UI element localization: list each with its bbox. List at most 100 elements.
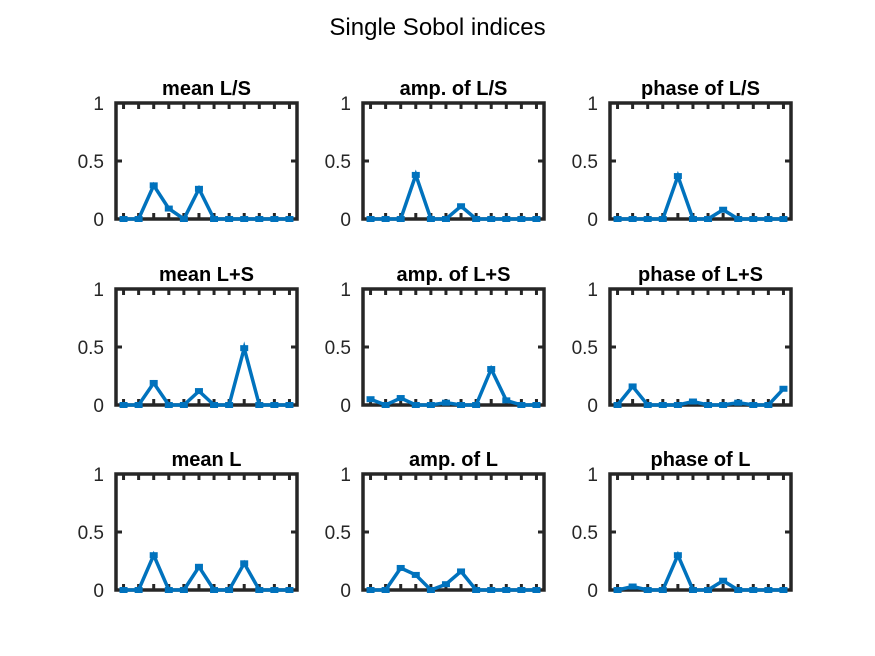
series-line — [123, 341, 290, 407]
y-tick-label: 0 — [340, 396, 351, 417]
data-point — [194, 388, 203, 395]
data-point — [764, 587, 773, 593]
data-point — [285, 402, 294, 408]
y-tick-label: 0.5 — [325, 338, 351, 359]
y-tick-label: 0 — [340, 581, 351, 602]
data-point — [240, 216, 249, 222]
y-tick-label: 0 — [340, 210, 351, 231]
data-point — [164, 587, 173, 593]
series-line — [369, 364, 537, 407]
data-point — [179, 402, 188, 408]
data-point — [441, 581, 450, 588]
data-point — [779, 216, 788, 222]
y-tick-label: 0.5 — [78, 338, 104, 359]
data-point — [673, 173, 682, 180]
data-point — [225, 587, 234, 593]
y-tick-label: 0.5 — [572, 152, 598, 173]
data-point — [396, 216, 405, 222]
subplot-title: mean L/S — [162, 78, 251, 100]
data-point — [719, 402, 728, 408]
data-point — [532, 587, 541, 593]
y-tick-label: 1 — [587, 94, 598, 115]
data-point — [210, 402, 219, 408]
data-point — [613, 402, 622, 408]
subplot-5: amp. of L+S 0 0.5 1 — [325, 264, 546, 417]
data-point — [457, 402, 466, 408]
data-point — [381, 587, 390, 593]
data-point — [396, 564, 405, 571]
data-point — [704, 587, 713, 593]
subplot-9: phase of L 0 0.5 1 — [572, 449, 793, 602]
data-point — [396, 395, 405, 402]
data-point — [734, 216, 743, 222]
subplot-title: phase of L+S — [638, 264, 763, 286]
y-tick-label: 1 — [587, 465, 598, 486]
data-point — [673, 402, 682, 408]
data-point — [134, 587, 143, 593]
data-point — [749, 402, 758, 408]
y-tick-label: 1 — [340, 465, 351, 486]
y-tick-label: 0 — [93, 396, 104, 417]
y-tick-label: 0 — [587, 210, 598, 231]
data-point — [628, 583, 637, 590]
data-point — [285, 216, 294, 222]
data-point — [426, 216, 435, 222]
data-point — [225, 216, 234, 222]
data-point — [426, 587, 435, 593]
data-point — [225, 402, 234, 408]
data-point — [411, 402, 420, 408]
data-point — [734, 587, 743, 593]
data-point — [688, 216, 697, 222]
subplot-title: amp. of L — [409, 449, 498, 471]
data-point — [764, 402, 773, 408]
subplot-title: amp. of L+S — [397, 264, 511, 286]
data-point — [194, 563, 203, 570]
data-point — [734, 399, 743, 406]
data-point — [502, 397, 511, 404]
data-point — [381, 216, 390, 222]
series-line — [123, 550, 290, 592]
data-point — [255, 587, 264, 593]
data-point — [472, 216, 481, 222]
data-point — [411, 171, 420, 178]
y-tick-label: 1 — [93, 465, 104, 486]
data-point — [411, 571, 420, 578]
data-point — [240, 560, 249, 567]
y-tick-label: 0.5 — [78, 523, 104, 544]
data-point — [119, 402, 128, 408]
subplot-title: amp. of L/S — [400, 78, 508, 100]
data-point — [441, 399, 450, 406]
data-point — [487, 587, 496, 593]
axes-box — [114, 287, 299, 407]
data-point — [643, 587, 652, 593]
data-point — [285, 587, 294, 593]
subplot-1: mean L/S 0 0.5 1 — [78, 78, 299, 231]
data-point — [134, 216, 143, 222]
data-point — [164, 402, 173, 408]
data-point — [613, 216, 622, 222]
y-tick-label: 0 — [93, 210, 104, 231]
data-point — [366, 587, 375, 593]
series-line — [123, 181, 290, 222]
data-point — [472, 402, 481, 408]
y-tick-label: 0 — [587, 581, 598, 602]
data-point — [719, 577, 728, 584]
data-point — [502, 587, 511, 593]
axes-box — [114, 472, 299, 592]
y-tick-label: 0.5 — [325, 152, 351, 173]
data-point — [366, 216, 375, 222]
subplot-2: amp. of L/S 0 0.5 1 — [325, 78, 546, 231]
data-point — [457, 203, 466, 210]
data-point — [381, 402, 390, 408]
y-tick-label: 0 — [587, 396, 598, 417]
data-point — [179, 216, 188, 222]
y-tick-label: 1 — [587, 280, 598, 301]
data-point — [628, 383, 637, 390]
data-point — [194, 185, 203, 192]
y-tick-label: 0.5 — [572, 523, 598, 544]
data-point — [270, 587, 279, 593]
axes-box — [608, 287, 793, 407]
data-point — [532, 402, 541, 408]
data-point — [179, 587, 188, 593]
